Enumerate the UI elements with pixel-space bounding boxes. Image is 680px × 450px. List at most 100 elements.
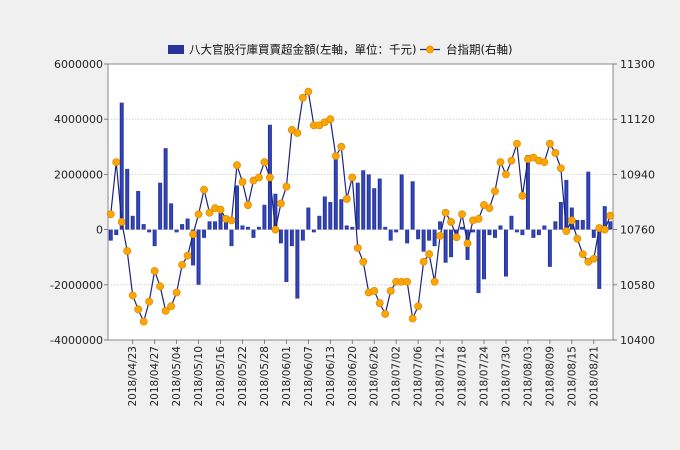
x-tick-label: 2018/07/12 [435, 346, 447, 407]
line-point [485, 204, 494, 213]
bar [350, 226, 355, 230]
bar [509, 215, 514, 230]
line-point [244, 201, 252, 209]
right-tick-label: 10580 [620, 279, 655, 292]
line-point [293, 129, 302, 137]
x-tick-label: 2018/06/13 [325, 346, 337, 407]
bar [498, 225, 503, 230]
bar [405, 229, 410, 244]
line-point [145, 297, 154, 306]
bar [438, 221, 443, 230]
x-tick-label: 2018/06/01 [281, 346, 293, 407]
bar [262, 204, 267, 230]
legend-swatch-bars [168, 45, 184, 54]
bar [536, 229, 541, 236]
bar [235, 185, 239, 230]
line-point [178, 260, 186, 269]
line-point [414, 302, 423, 311]
line-point [161, 306, 170, 315]
right-tick-label: 11120 [620, 113, 655, 126]
bar [476, 229, 481, 294]
line-series [106, 87, 615, 326]
bar [432, 229, 437, 247]
bar [273, 193, 278, 230]
line-point [545, 139, 554, 148]
line-point [419, 257, 428, 266]
bar [591, 229, 596, 238]
bar [240, 225, 245, 230]
line-point [518, 191, 527, 200]
bar [449, 229, 454, 258]
line-point [255, 173, 263, 182]
line-point [567, 216, 576, 225]
bar [119, 102, 124, 230]
left-tick-label: 2000000 [54, 168, 103, 181]
bar [218, 213, 223, 230]
x-tick-label: 2018/07/06 [413, 346, 425, 407]
bar [482, 229, 486, 280]
line-point [589, 254, 598, 263]
bar [372, 188, 377, 230]
bar [136, 190, 141, 230]
line-point [375, 299, 384, 308]
bar [493, 229, 497, 238]
line-point [189, 230, 197, 239]
bar [251, 229, 256, 238]
x-tick-label: 2018/04/23 [127, 346, 139, 407]
line-point [172, 288, 181, 297]
bar [471, 229, 475, 233]
line-point [271, 225, 280, 234]
line-point [112, 158, 121, 167]
line-point [447, 218, 455, 226]
bar [525, 155, 530, 230]
line-point [227, 216, 236, 225]
line-point [298, 93, 307, 102]
line-point [441, 208, 450, 217]
line-point [381, 310, 390, 318]
line-point [167, 302, 176, 311]
bar [394, 229, 399, 233]
line-point [156, 282, 165, 291]
line-point [134, 305, 143, 314]
bar-series [108, 102, 613, 299]
x-tick-label: 2018/08/15 [566, 346, 578, 407]
bar [553, 221, 558, 230]
bar [322, 196, 327, 230]
bar [454, 229, 459, 236]
bar [580, 219, 585, 230]
line-point [491, 187, 499, 196]
line-point [606, 211, 615, 220]
line-point [282, 182, 291, 191]
line-point [408, 314, 417, 323]
bar [355, 182, 360, 230]
bar [586, 171, 591, 230]
line-point [128, 291, 137, 300]
left-tick-label: 0 [96, 224, 103, 237]
line-point [348, 173, 357, 182]
bar [542, 225, 547, 230]
bar [399, 174, 404, 230]
line-point [513, 139, 521, 148]
x-tick-label: 2018/08/09 [544, 346, 556, 407]
bar [460, 226, 465, 230]
bar [141, 224, 146, 230]
left-tick-label: -4000000 [50, 334, 103, 347]
bar [443, 229, 448, 263]
x-tick-label: 2018/06/20 [347, 346, 359, 407]
line-point [474, 214, 483, 223]
bar [339, 199, 344, 230]
bar [317, 215, 322, 230]
bar [487, 229, 492, 236]
bar [503, 229, 508, 277]
bar [306, 207, 311, 230]
line-point [502, 170, 510, 179]
bar [163, 148, 168, 230]
bar [421, 229, 426, 252]
line-point [436, 231, 444, 240]
axes: -4000000 -2000000 0 2000000 4000000 6000000 10… [50, 58, 655, 407]
bar [207, 221, 212, 230]
line-point [430, 277, 439, 286]
bar [602, 206, 607, 230]
line-point [260, 158, 269, 167]
